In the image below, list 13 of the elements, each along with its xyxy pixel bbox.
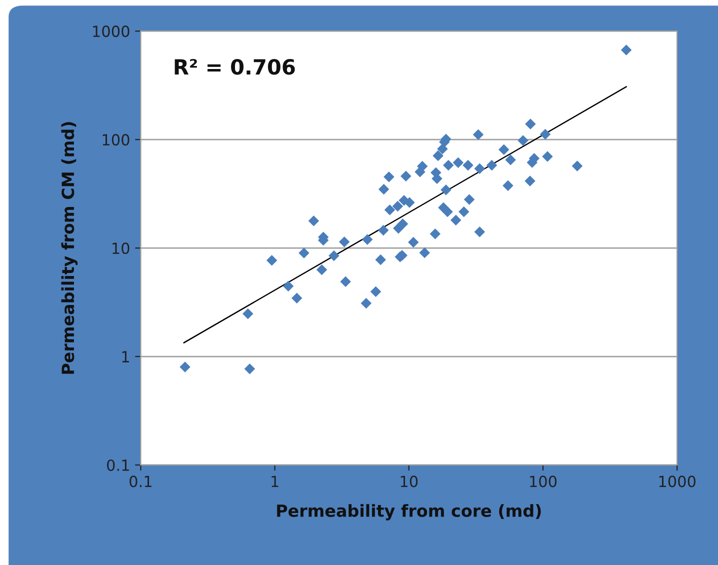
x-tick-label: 100: [530, 476, 557, 488]
y-tick-label: 0.1: [107, 459, 129, 472]
y-axis-title: Permeability from CM (md): [61, 122, 78, 374]
x-axis-title: Permeability from core (md): [277, 504, 541, 520]
x-tick-label: 1: [272, 476, 278, 488]
x-tick-label: 1000: [659, 476, 696, 488]
x-tick-label: 0.1: [130, 476, 152, 488]
x-tick-label: 10: [400, 476, 418, 488]
y-tick-label: 1000: [93, 26, 130, 38]
y-tick-label: 100: [102, 134, 130, 146]
y-tick-label: 1: [122, 351, 129, 362]
y-tick-label: 10: [112, 242, 130, 254]
annotation: R² = 0.706: [174, 59, 295, 75]
